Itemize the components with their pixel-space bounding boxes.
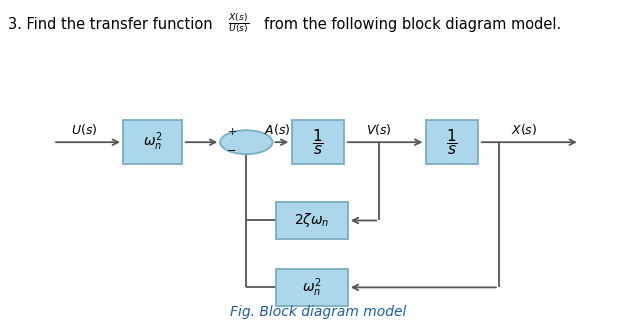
Text: $\dfrac{1}{s}$: $\dfrac{1}{s}$ <box>312 127 324 157</box>
Text: $\omega_n^2$: $\omega_n^2$ <box>143 131 163 154</box>
FancyBboxPatch shape <box>425 120 478 164</box>
Text: $U(s)$: $U(s)$ <box>71 121 97 136</box>
Text: $X(s)$: $X(s)$ <box>511 121 537 136</box>
Text: $\dfrac{1}{s}$: $\dfrac{1}{s}$ <box>446 127 458 157</box>
Text: $\frac{X(s)}{U(s)}$: $\frac{X(s)}{U(s)}$ <box>228 12 249 36</box>
Text: $A(s)$: $A(s)$ <box>265 121 291 136</box>
FancyBboxPatch shape <box>291 120 345 164</box>
Text: +: + <box>227 127 237 137</box>
FancyBboxPatch shape <box>276 269 348 306</box>
Text: Fig. Block diagram model: Fig. Block diagram model <box>230 305 406 319</box>
FancyBboxPatch shape <box>276 202 348 239</box>
Text: $V(s)$: $V(s)$ <box>366 121 392 136</box>
FancyBboxPatch shape <box>123 120 183 164</box>
Circle shape <box>220 130 272 154</box>
Text: 3. Find the transfer function: 3. Find the transfer function <box>8 17 218 31</box>
Text: −: − <box>227 146 237 156</box>
Text: $\omega_n^2$: $\omega_n^2$ <box>302 276 322 299</box>
Text: $2\zeta\omega_n$: $2\zeta\omega_n$ <box>294 212 329 229</box>
Text: from the following block diagram model.: from the following block diagram model. <box>264 17 561 31</box>
